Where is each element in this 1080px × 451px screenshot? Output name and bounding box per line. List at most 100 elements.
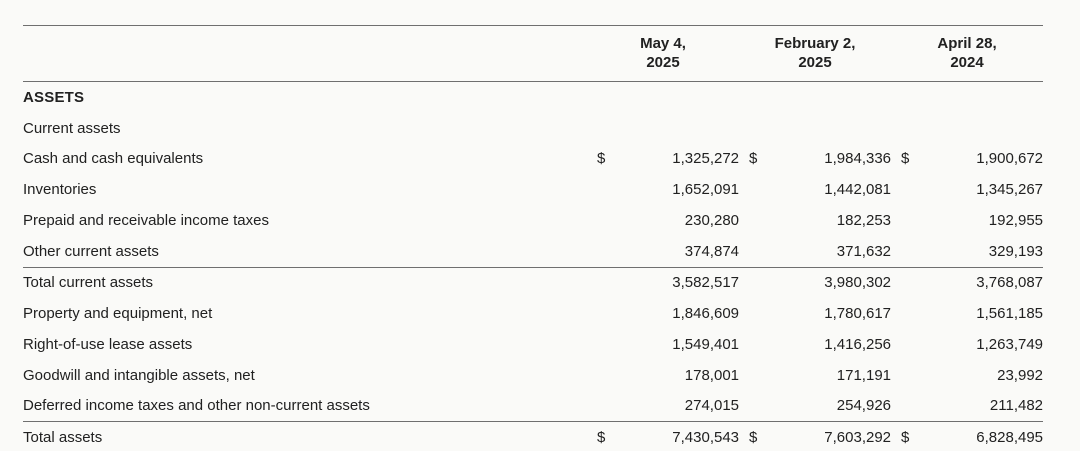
row-label: Property and equipment, net — [23, 305, 213, 323]
row-amount: 1,780,617 — [824, 305, 892, 323]
column-header-label: April 28, 2024 — [937, 35, 997, 71]
table-row: Total current assets 3,582,517 3,980,302… — [23, 266, 1044, 299]
row-amount: 1,549,401 — [672, 335, 740, 353]
row-amount: 6,828,495 — [927, 421, 1044, 451]
row-amount: 178,001 — [684, 366, 740, 384]
table-row: Current assets — [23, 113, 1043, 144]
row-amount: 23,992 — [997, 366, 1044, 384]
row-amount — [623, 113, 739, 144]
table-row: Total assets $ 7,430,543 $ 7,603,292 $ 6… — [23, 421, 1044, 451]
row-amount: 374,874 — [684, 242, 740, 260]
dollar-sign: $ — [901, 150, 910, 168]
assets-table: May 4, 2025 February 2, 2025 April 28, 2… — [23, 25, 1044, 451]
dollar-sign — [739, 298, 775, 329]
row-label: Total assets — [23, 421, 587, 451]
dollar-sign — [739, 329, 775, 360]
dollar-sign — [891, 113, 927, 144]
row-amount: 171,191 — [836, 366, 892, 384]
dollar-sign — [891, 174, 927, 205]
row-amount: 1,416,256 — [824, 335, 892, 353]
row-label: Goodwill and intangible assets, net — [23, 366, 255, 384]
row-label: Deferred income taxes and other non-curr… — [23, 397, 370, 415]
dollar-sign: $ — [749, 150, 758, 168]
column-header-period-3: April 28, 2024 — [891, 25, 1044, 82]
table-row: Cash and cash equivalents $ 1,325,272 $ … — [23, 144, 1043, 175]
header-corner-cell — [23, 25, 587, 82]
table-row: Goodwill and intangible assets, net 178,… — [23, 360, 1043, 391]
dollar-sign — [587, 82, 623, 113]
dollar-sign — [739, 174, 775, 205]
row-amount: 192,955 — [988, 211, 1044, 229]
row-label: Prepaid and receivable income taxes — [23, 211, 269, 229]
row-amount: 1,345,267 — [976, 181, 1044, 199]
table-row: Prepaid and receivable income taxes 230,… — [23, 205, 1043, 236]
row-amount: 254,926 — [836, 397, 892, 415]
dollar-sign — [739, 82, 775, 113]
row-amount: 1,900,672 — [976, 150, 1044, 168]
dollar-sign: $ — [891, 421, 928, 451]
dollar-sign — [891, 360, 927, 391]
dollar-sign: $ — [587, 421, 623, 451]
row-amount: 1,325,272 — [672, 150, 740, 168]
dollar-sign — [891, 82, 927, 113]
dollar-sign — [891, 266, 928, 299]
row-amount — [775, 113, 891, 144]
row-label: Cash and cash equivalents — [23, 150, 204, 168]
dollar-sign — [587, 266, 623, 299]
dollar-sign: $ — [597, 150, 606, 168]
dollar-sign — [587, 236, 623, 267]
row-amount: 1,263,749 — [976, 335, 1044, 353]
table-body: ASSETS Current assets Cash and cash equi… — [23, 82, 1044, 451]
dollar-sign — [587, 205, 623, 236]
table-row: Property and equipment, net 1,846,609 1,… — [23, 298, 1043, 329]
row-amount: 3,768,087 — [927, 266, 1044, 299]
dollar-sign — [891, 391, 927, 422]
row-amount: 329,193 — [988, 242, 1044, 260]
dollar-sign — [891, 329, 927, 360]
row-amount: 1,652,091 — [672, 181, 740, 199]
row-amount: 211,482 — [989, 397, 1044, 415]
column-header-label: May 4, 2025 — [640, 35, 686, 71]
row-label: ASSETS — [23, 88, 85, 106]
table-row: Inventories 1,652,091 1,442,081 1,345,26… — [23, 174, 1043, 205]
table-row: ASSETS — [23, 82, 1043, 113]
dollar-sign — [739, 113, 775, 144]
table-row: Other current assets 374,874 371,632 329… — [23, 236, 1043, 267]
header-row: May 4, 2025 February 2, 2025 April 28, 2… — [23, 25, 1044, 82]
dollar-sign — [587, 174, 623, 205]
row-label: Right-of-use lease assets — [23, 335, 193, 353]
dollar-sign — [739, 266, 776, 299]
row-label: Current assets — [23, 119, 121, 137]
table-row: Deferred income taxes and other non-curr… — [23, 391, 1043, 422]
row-label: Other current assets — [23, 242, 159, 260]
column-header-period-2: February 2, 2025 — [739, 25, 892, 82]
dollar-sign — [891, 298, 927, 329]
dollar-sign — [739, 205, 775, 236]
row-label: Inventories — [23, 181, 97, 199]
row-amount: 7,430,543 — [623, 421, 740, 451]
dollar-sign — [587, 360, 623, 391]
row-amount: 1,846,609 — [672, 305, 740, 323]
dollar-sign — [891, 236, 927, 267]
dollar-sign — [739, 360, 775, 391]
row-amount — [775, 82, 891, 113]
table-header: May 4, 2025 February 2, 2025 April 28, 2… — [23, 25, 1044, 82]
row-label: Total current assets — [23, 266, 587, 299]
row-amount: 1,984,336 — [824, 150, 892, 168]
row-amount: 230,280 — [684, 211, 740, 229]
dollar-sign — [587, 391, 623, 422]
row-amount: 1,561,185 — [976, 305, 1044, 323]
table-row: Right-of-use lease assets 1,549,401 1,41… — [23, 329, 1043, 360]
row-amount: 371,632 — [836, 242, 892, 260]
row-amount: 1,442,081 — [824, 181, 892, 199]
row-amount: 182,253 — [836, 211, 892, 229]
row-amount — [927, 82, 1043, 113]
dollar-sign — [587, 329, 623, 360]
dollar-sign — [587, 113, 623, 144]
row-amount: 7,603,292 — [775, 421, 892, 451]
row-amount — [623, 82, 739, 113]
dollar-sign — [739, 236, 775, 267]
row-amount: 3,980,302 — [775, 266, 892, 299]
dollar-sign — [587, 298, 623, 329]
